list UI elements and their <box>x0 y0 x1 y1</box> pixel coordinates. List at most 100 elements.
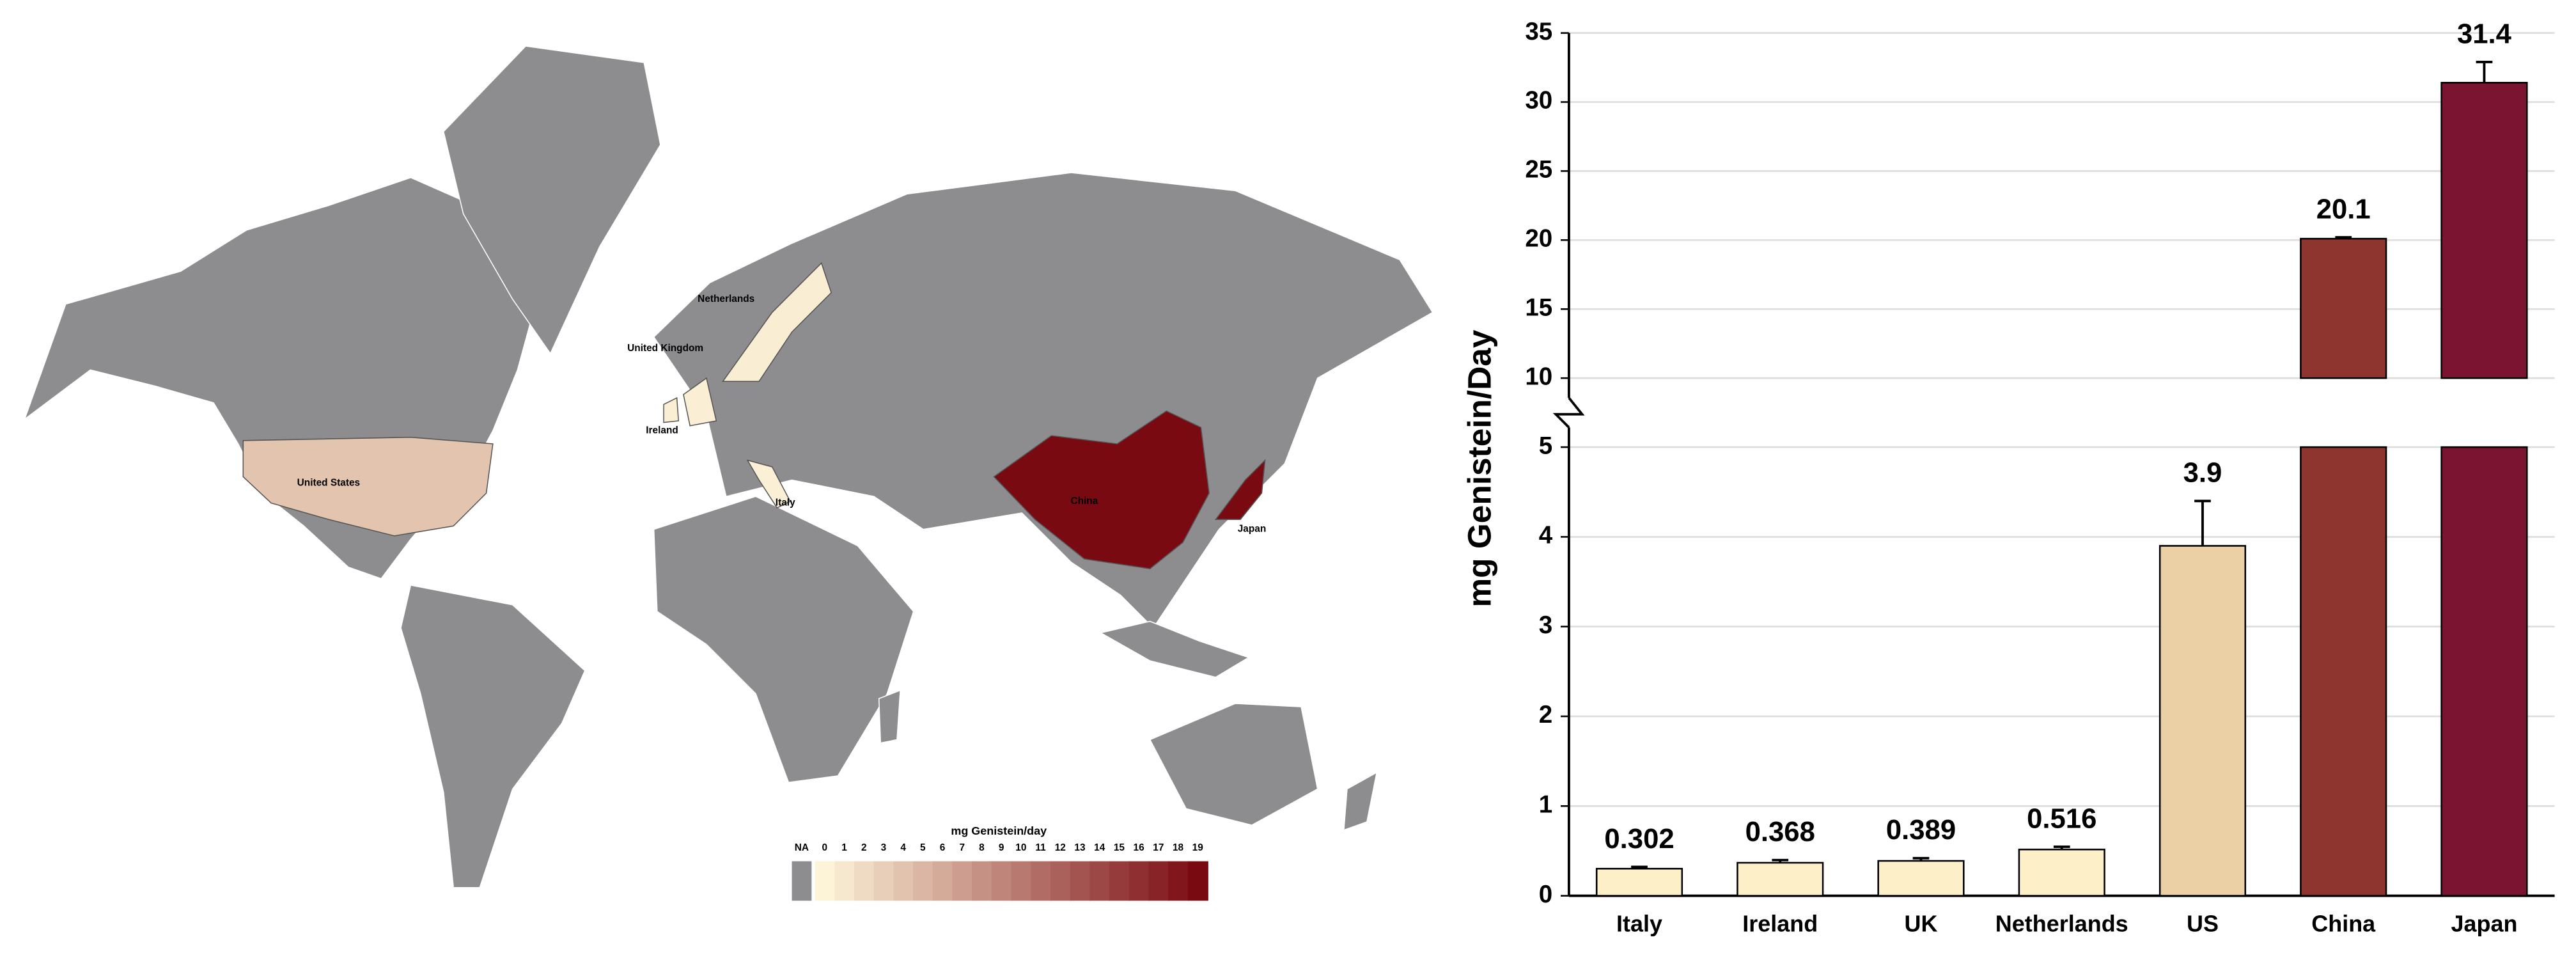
legend-swatch <box>952 861 973 901</box>
legend-swatch <box>1050 861 1071 901</box>
y-tick-label: 2 <box>1539 701 1552 728</box>
y-tick-label: 0 <box>1539 881 1552 908</box>
value-label: 0.302 <box>1604 823 1674 854</box>
value-label: 20.1 <box>2316 193 2371 224</box>
x-tick-label: Netherlands <box>1995 910 2128 936</box>
bar-upper-part <box>2440 82 2528 379</box>
bar-lower-part <box>2300 446 2387 897</box>
legend-tick-label: 18 <box>1173 842 1184 853</box>
y-tick-label: 20 <box>1525 225 1552 253</box>
land <box>1149 703 1318 826</box>
error-bar <box>2335 236 2352 239</box>
value-label: 3.9 <box>2183 457 2222 489</box>
y-axis-label: mg Genistein/Day <box>1460 329 1497 607</box>
legend-tick-label: 14 <box>1094 842 1105 853</box>
land <box>442 45 661 355</box>
legend-swatch <box>854 861 875 901</box>
country-label: Netherlands <box>698 294 754 304</box>
legend-swatch <box>1109 861 1130 901</box>
legend-title: mg Genistein/day <box>951 824 1047 837</box>
legend-tick-label: 6 <box>940 842 946 853</box>
legend-swatch <box>1187 861 1208 901</box>
x-tick-label: China <box>2311 910 2376 936</box>
bar-lower-part <box>2440 446 2528 897</box>
x-tick-label: Italy <box>1616 910 1662 936</box>
legend-tick-label: 17 <box>1153 842 1164 853</box>
country <box>722 262 832 382</box>
bar <box>2018 848 2105 897</box>
bar <box>1737 862 1824 897</box>
legend-swatch <box>834 861 855 901</box>
x-tick-label: US <box>2187 910 2219 936</box>
value-label: 31.4 <box>2457 18 2512 49</box>
y-tick-label: 5 <box>1539 432 1552 459</box>
legend-na-swatch <box>792 861 812 901</box>
x-tick-label: Japan <box>2451 910 2517 936</box>
legend-tick-label: 16 <box>1134 842 1145 853</box>
country <box>993 410 1210 570</box>
bar <box>2158 545 2247 897</box>
x-tick-label: Ireland <box>1742 910 1818 936</box>
legend-swatch <box>972 861 993 901</box>
legend-swatch <box>1031 861 1052 901</box>
axis-break <box>1552 397 1585 429</box>
y-tick-label: 3 <box>1539 611 1552 639</box>
legend-tick-label: 12 <box>1055 842 1066 853</box>
y-tick-label: 4 <box>1539 522 1553 549</box>
legend-swatch <box>1148 861 1169 901</box>
bar <box>1877 860 1965 897</box>
world-map-base <box>23 45 1433 888</box>
legend-tick-label: 13 <box>1074 842 1086 853</box>
land <box>400 585 586 888</box>
legend-swatch <box>815 861 836 901</box>
land <box>1343 771 1378 831</box>
land <box>878 689 901 744</box>
legend-tick-label: 7 <box>959 842 965 853</box>
error-bar <box>1912 856 1930 862</box>
country <box>683 377 717 427</box>
value-label: 0.389 <box>1886 814 1956 846</box>
legend-swatch <box>1089 861 1111 901</box>
legend-na-label: NA <box>795 842 809 853</box>
bar <box>1595 867 1683 897</box>
country <box>663 397 680 423</box>
land <box>653 172 1433 629</box>
country-label: United Kingdom <box>627 343 703 354</box>
y-tick-label: 1 <box>1539 791 1552 818</box>
legend-tick-label: 10 <box>1015 842 1026 853</box>
y-tick-label: 10 <box>1525 363 1552 390</box>
bar-upper-part <box>2300 237 2387 379</box>
legend-swatch <box>1168 861 1189 901</box>
legend-swatch <box>893 861 914 901</box>
error-bar <box>2194 500 2211 546</box>
y-tick-label: 35 <box>1525 18 1552 45</box>
y-tick-label: 25 <box>1525 156 1552 184</box>
bar-chart: mg Genistein/Day 0 1 2 3 4 5 10 15 20 25 30 35 Italy… <box>1460 18 2555 936</box>
y-tick-label: 30 <box>1525 87 1552 114</box>
country <box>746 459 791 509</box>
error-bar <box>1772 858 1789 863</box>
legend-swatch <box>991 861 1012 901</box>
error-bar <box>2053 846 2070 850</box>
land <box>1099 620 1250 678</box>
legend-tick-label: 2 <box>861 842 867 853</box>
legend-swatch <box>1011 861 1032 901</box>
legend-tick-label: 5 <box>920 842 926 853</box>
legend-swatch <box>913 861 933 901</box>
legend-tick-label: 9 <box>999 842 1004 853</box>
country-label: United States <box>297 478 360 489</box>
legend-tick-label: 4 <box>900 842 906 853</box>
error-bar <box>2476 60 2493 83</box>
legend-swatch <box>1070 861 1091 901</box>
country <box>1214 459 1266 520</box>
legend-tick-label: 0 <box>822 842 828 853</box>
legend-tick-label: 19 <box>1192 842 1203 853</box>
value-label: 0.516 <box>2027 803 2096 834</box>
legend-tick-label: 1 <box>841 842 847 853</box>
land <box>653 496 914 783</box>
country-label: Japan <box>1238 524 1267 535</box>
legend-swatch <box>1128 861 1150 901</box>
country <box>242 436 494 537</box>
country-label: China <box>1070 496 1098 507</box>
